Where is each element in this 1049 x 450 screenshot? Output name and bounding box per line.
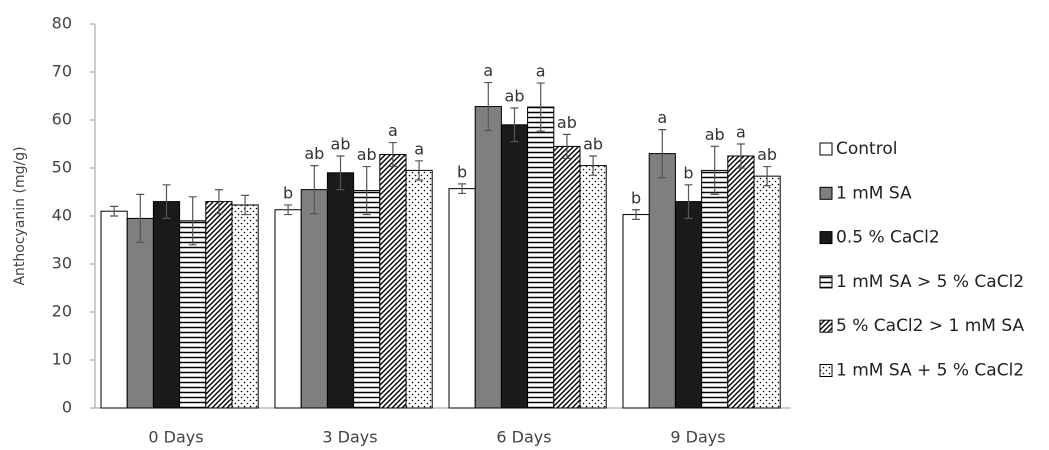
x-tick-label: 0 Days	[148, 428, 203, 447]
legend-label: 1 mM SA + 5 % CaCl2	[836, 361, 1024, 381]
legend-swatch	[819, 231, 833, 245]
significance-letter: ab	[757, 145, 777, 164]
bar	[674, 201, 703, 409]
significance-letter: ab	[505, 87, 525, 106]
error-bar	[110, 205, 119, 217]
error-bar	[136, 193, 145, 243]
legend-label: Control	[836, 139, 897, 159]
significance-letter: a	[657, 108, 667, 127]
legend-swatch	[819, 275, 833, 289]
bar	[326, 172, 355, 409]
legend-swatch	[819, 142, 833, 156]
bar	[500, 124, 529, 409]
error-bar	[589, 155, 598, 176]
error-bar	[284, 204, 293, 216]
bar	[152, 201, 181, 409]
significance-letter: a	[483, 61, 493, 80]
significance-letter: b	[457, 162, 467, 181]
bar	[727, 155, 755, 409]
y-tick-label: 60	[52, 110, 72, 129]
error-bar	[310, 165, 319, 215]
bar	[274, 209, 302, 409]
significance-letter: ab	[705, 125, 725, 144]
legend-label: 1 mM SA	[836, 183, 912, 203]
error-bar	[362, 165, 371, 216]
bar	[300, 189, 328, 409]
error-bar	[388, 141, 397, 168]
error-bar	[562, 133, 571, 159]
bar	[126, 217, 154, 409]
significance-letter: ab	[331, 135, 351, 154]
bar	[405, 169, 433, 409]
legend-swatch	[819, 319, 833, 333]
y-tick-label: 0	[62, 398, 72, 417]
legend-swatch	[819, 186, 833, 200]
bar	[753, 175, 781, 409]
y-tick-label: 40	[52, 206, 72, 225]
bar	[622, 214, 650, 409]
bar	[579, 165, 607, 409]
bar	[648, 153, 676, 409]
bar	[353, 190, 381, 409]
bar	[701, 169, 729, 409]
legend-label: 1 mM SA > 5 % CaCl2	[836, 272, 1024, 292]
significance-letter: a	[736, 123, 746, 142]
significance-letter: b	[283, 183, 293, 202]
y-axis-label: Anthocyanin (mg/g)	[12, 146, 28, 285]
error-bar	[458, 183, 467, 195]
y-tick-label: 10	[52, 350, 72, 369]
significance-letter: ab	[583, 135, 603, 154]
significance-letter: a	[388, 121, 398, 140]
error-bar	[162, 184, 171, 219]
significance-letter: ab	[304, 144, 324, 163]
bar	[527, 106, 555, 409]
error-bar	[510, 107, 519, 143]
bar	[553, 145, 581, 409]
error-bar	[214, 189, 223, 215]
significance-letter: a	[414, 139, 424, 158]
bar	[179, 220, 207, 409]
legend-label: 0.5 % CaCl2	[836, 228, 940, 248]
bar	[205, 201, 233, 409]
bar	[231, 204, 259, 409]
error-bar	[658, 129, 667, 179]
error-bar	[763, 165, 772, 187]
legend-swatch	[819, 364, 833, 377]
error-bar	[336, 155, 345, 191]
y-tick-label: 80	[52, 14, 72, 33]
significance-letter: ab	[557, 113, 577, 132]
legend-label: 5 % CaCl2 > 1 mM SA	[836, 316, 1024, 336]
bar	[474, 106, 502, 409]
y-tick-label: 50	[52, 158, 72, 177]
error-bar	[188, 196, 197, 246]
bar	[379, 154, 407, 409]
bar	[448, 188, 476, 409]
significance-letter: a	[536, 62, 546, 81]
error-bar	[684, 184, 693, 219]
error-bar	[415, 160, 424, 181]
error-bar	[536, 82, 545, 132]
x-tick-label: 6 Days	[496, 428, 551, 447]
error-bar	[241, 194, 250, 216]
y-tick-label: 30	[52, 254, 72, 273]
significance-letter: b	[683, 163, 693, 182]
error-bar	[632, 209, 641, 220]
x-tick-label: 3 Days	[322, 428, 377, 447]
error-bar	[710, 145, 719, 195]
bar	[100, 210, 128, 409]
y-tick-label: 20	[52, 302, 72, 321]
y-tick-label: 70	[52, 62, 72, 81]
significance-letter: b	[631, 188, 641, 207]
x-tick-label: 9 Days	[670, 428, 725, 447]
error-bar	[484, 81, 493, 132]
error-bar	[736, 143, 745, 169]
significance-letter: ab	[357, 145, 377, 164]
